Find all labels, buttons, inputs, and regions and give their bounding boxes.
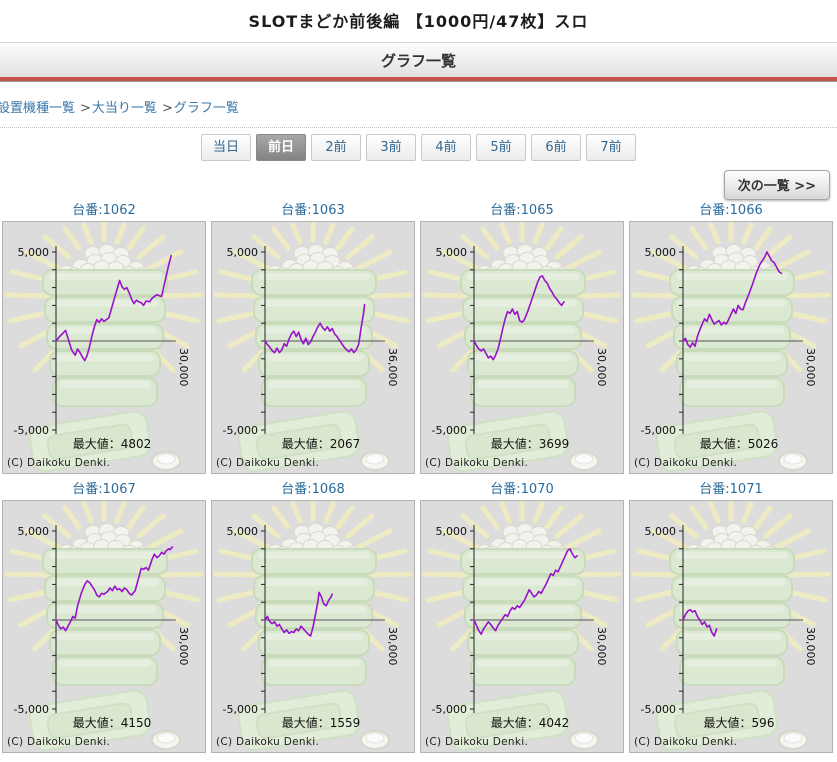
- tab-prev-4[interactable]: 4前: [421, 134, 471, 161]
- max-value-label: 最大値：4150: [72, 716, 152, 730]
- svg-text:-5,000: -5,000: [14, 424, 49, 437]
- copyright-label: (C) Daikoku Denki.: [7, 736, 111, 748]
- tab-prev-1[interactable]: 前日: [256, 134, 306, 161]
- svg-text:30,000: 30,000: [177, 348, 190, 387]
- tab-prev-5[interactable]: 5前: [476, 134, 526, 161]
- slot-result-graph: 5,000 -5,000 30,000: [421, 222, 623, 473]
- breadcrumb: 設置機種一覧 >大当り一覧 >グラフ一覧: [0, 81, 837, 127]
- day-tab-strip: 当日 前日 2前 3前 4前 5前 6前 7前: [0, 127, 837, 165]
- svg-text:-5,000: -5,000: [223, 424, 258, 437]
- breadcrumb-link-machine-list[interactable]: 設置機種一覧: [0, 101, 76, 116]
- machine-number-link[interactable]: 台番:1067: [72, 482, 136, 497]
- slot-result-graph: 5,000 -5,000 30,000: [3, 222, 205, 473]
- svg-text:5,000: 5,000: [436, 246, 468, 259]
- svg-text:-5,000: -5,000: [223, 703, 258, 716]
- copyright-label: (C) Daikoku Denki.: [7, 457, 111, 469]
- graph-panel: 5,000 -5,000 30,000 最大値：4150 (C) Daikoku D…: [2, 500, 206, 753]
- next-list-button[interactable]: 次の一覧 >>: [723, 170, 830, 200]
- copyright-label: (C) Daikoku Denki.: [425, 736, 529, 748]
- tab-prev-2[interactable]: 2前: [311, 134, 361, 161]
- section-header: グラフ一覧: [0, 42, 837, 81]
- graph-cell: 台番:1065 5,000 -5,000 30,000 最大値：3699 (C) D…: [420, 202, 624, 474]
- machine-number-link[interactable]: 台番:1065: [490, 203, 554, 218]
- breadcrumb-separator: >: [161, 101, 173, 116]
- svg-text:-5,000: -5,000: [641, 424, 676, 437]
- svg-text:5,000: 5,000: [18, 525, 50, 538]
- max-value-label: 最大値：596: [703, 716, 775, 730]
- max-value-label: 最大値：2067: [281, 437, 361, 451]
- svg-text:30,000: 30,000: [804, 348, 817, 387]
- slot-result-graph: 5,000 -5,000 30,000: [212, 501, 414, 752]
- max-value-label: 最大値：1559: [281, 716, 361, 730]
- graph-panel: 5,000 -5,000 30,000 最大値：5026 (C) Daikoku D…: [629, 221, 833, 474]
- svg-text:36,000: 36,000: [386, 348, 399, 387]
- svg-text:5,000: 5,000: [645, 525, 677, 538]
- svg-text:-5,000: -5,000: [432, 424, 467, 437]
- graph-panel: 5,000 -5,000 30,000 最大値：596 (C) Daikoku De…: [629, 500, 833, 753]
- svg-text:-5,000: -5,000: [641, 703, 676, 716]
- tab-prev-3[interactable]: 3前: [366, 134, 416, 161]
- graph-cell: 台番:1067 5,000 -5,000 30,000 最大値：4150 (C) D…: [2, 481, 206, 753]
- copyright-label: (C) Daikoku Denki.: [216, 736, 320, 748]
- graph-panel: 5,000 -5,000 30,000 最大値：4042 (C) Daikoku D…: [420, 500, 624, 753]
- graph-cell: 台番:1062 5,000 -5,000 30,000 最大値：4802 (C) D…: [2, 202, 206, 474]
- max-value-label: 最大値：4802: [72, 437, 152, 451]
- max-value-label: 最大値：3699: [490, 437, 570, 451]
- tab-today[interactable]: 当日: [201, 134, 251, 161]
- svg-text:5,000: 5,000: [227, 246, 259, 259]
- graph-panel: 5,000 -5,000 30,000 最大値：1559 (C) Daikoku D…: [211, 500, 415, 753]
- graph-panel: 5,000 -5,000 30,000 最大値：3699 (C) Daikoku D…: [420, 221, 624, 474]
- page-title: SLOTまどか前後編 【1000円/47枚】スロ: [248, 12, 589, 31]
- graph-cell: 台番:1068 5,000 -5,000 30,000 最大値：1559 (C) D…: [211, 481, 415, 753]
- copyright-label: (C) Daikoku Denki.: [634, 457, 738, 469]
- svg-text:30,000: 30,000: [595, 348, 608, 387]
- graph-cell: 台番:1066 5,000 -5,000 30,000 最大値：5026 (C) D…: [629, 202, 833, 474]
- breadcrumb-link-jackpot-list[interactable]: 大当り一覧: [91, 101, 157, 116]
- max-value-label: 最大値：5026: [699, 437, 779, 451]
- machine-number-link[interactable]: 台番:1070: [490, 482, 554, 497]
- next-row: 次の一覧 >>: [0, 165, 837, 200]
- svg-text:5,000: 5,000: [18, 246, 50, 259]
- graph-panel: 5,000 -5,000 36,000 最大値：2067 (C) Daikoku D…: [211, 221, 415, 474]
- svg-text:30,000: 30,000: [595, 627, 608, 666]
- graph-cell: 台番:1063 5,000 -5,000 36,000 最大値：2067 (C) D…: [211, 202, 415, 474]
- slot-result-graph: 5,000 -5,000 36,000: [212, 222, 414, 473]
- machine-number-link[interactable]: 台番:1063: [281, 203, 345, 218]
- breadcrumb-link-graph-list[interactable]: グラフ一覧: [173, 101, 239, 116]
- svg-text:5,000: 5,000: [645, 246, 677, 259]
- slot-result-graph: 5,000 -5,000 30,000: [421, 501, 623, 752]
- machine-number-link[interactable]: 台番:1062: [72, 203, 136, 218]
- slot-result-graph: 5,000 -5,000 30,000: [630, 222, 832, 473]
- machine-number-link[interactable]: 台番:1066: [699, 203, 763, 218]
- machine-number-link[interactable]: 台番:1068: [281, 482, 345, 497]
- tab-prev-6[interactable]: 6前: [531, 134, 581, 161]
- breadcrumb-separator: >: [80, 101, 91, 116]
- slot-result-graph: 5,000 -5,000 30,000: [630, 501, 832, 752]
- tab-prev-7[interactable]: 7前: [586, 134, 636, 161]
- max-value-label: 最大値：4042: [490, 716, 570, 730]
- svg-text:30,000: 30,000: [177, 627, 190, 666]
- svg-text:-5,000: -5,000: [432, 703, 467, 716]
- graph-row-1: 台番:1062 5,000 -5,000 30,000 最大値：4802 (C) D…: [2, 202, 837, 474]
- slot-result-graph: 5,000 -5,000 30,000: [3, 501, 205, 752]
- copyright-label: (C) Daikoku Denki.: [216, 457, 320, 469]
- svg-text:-5,000: -5,000: [14, 703, 49, 716]
- copyright-label: (C) Daikoku Denki.: [425, 457, 529, 469]
- graph-panel: 5,000 -5,000 30,000 最大値：4802 (C) Daikoku D…: [2, 221, 206, 474]
- graph-cell: 台番:1070 5,000 -5,000 30,000 最大値：4042 (C) D…: [420, 481, 624, 753]
- machine-number-link[interactable]: 台番:1071: [699, 482, 763, 497]
- copyright-label: (C) Daikoku Denki.: [634, 736, 738, 748]
- graph-row-2: 台番:1067 5,000 -5,000 30,000 最大値：4150 (C) D…: [2, 481, 837, 753]
- graph-cell: 台番:1071 5,000 -5,000 30,000 最大値：596 (C) Da…: [629, 481, 833, 753]
- graph-grid: 台番:1062 5,000 -5,000 30,000 最大値：4802 (C) D…: [0, 202, 837, 753]
- svg-text:5,000: 5,000: [436, 525, 468, 538]
- svg-text:30,000: 30,000: [386, 627, 399, 666]
- svg-text:30,000: 30,000: [804, 627, 817, 666]
- svg-text:5,000: 5,000: [227, 525, 259, 538]
